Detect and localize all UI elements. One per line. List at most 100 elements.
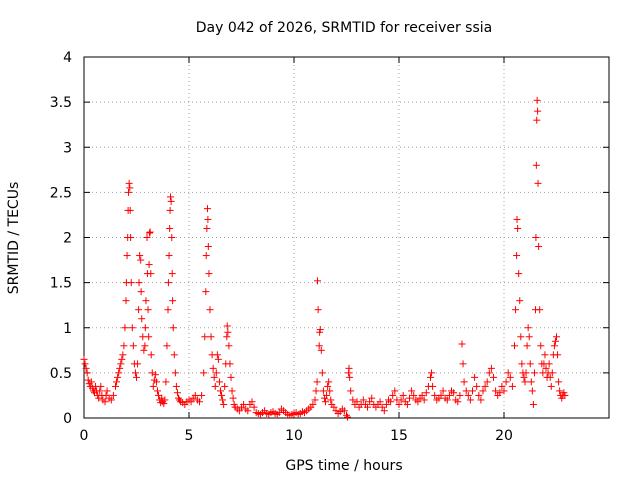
data-point xyxy=(163,342,171,350)
data-point xyxy=(529,400,537,408)
data-point xyxy=(528,387,536,395)
data-point xyxy=(215,378,223,386)
axis-ticks: 0 5 10 15 20 0 0.5 1 1.5 2 2.5 3 3.5 4 xyxy=(50,50,609,444)
data-point xyxy=(547,382,555,390)
data-point xyxy=(542,364,550,372)
data-point xyxy=(137,288,145,296)
data-point xyxy=(202,252,210,260)
data-point xyxy=(324,382,332,390)
data-point xyxy=(524,324,532,332)
data-point xyxy=(483,378,491,386)
data-point xyxy=(422,389,430,397)
data-point xyxy=(487,364,495,372)
data-point xyxy=(397,396,405,404)
data-point xyxy=(502,378,510,386)
data-point xyxy=(327,396,335,404)
data-point xyxy=(168,234,176,241)
data-point xyxy=(428,369,436,377)
data-point xyxy=(315,342,323,350)
data-point xyxy=(556,387,564,395)
data-point xyxy=(158,394,166,402)
data-point xyxy=(387,398,395,406)
data-point xyxy=(129,342,137,350)
data-point xyxy=(318,369,326,377)
data-point xyxy=(84,376,92,384)
data-point xyxy=(202,288,210,296)
data-point xyxy=(204,215,212,223)
data-point xyxy=(366,398,374,406)
data-markers xyxy=(80,96,569,421)
data-point xyxy=(172,382,180,390)
data-point xyxy=(443,396,451,404)
data-point xyxy=(312,387,320,395)
data-point xyxy=(343,411,350,419)
data-point xyxy=(311,396,319,404)
data-point xyxy=(226,360,234,368)
data-point xyxy=(221,382,229,390)
data-point xyxy=(445,391,453,399)
data-point xyxy=(535,243,543,251)
data-point xyxy=(126,184,134,192)
data-point xyxy=(523,342,531,350)
data-point xyxy=(217,387,224,395)
data-point xyxy=(530,369,538,377)
data-point xyxy=(87,378,95,386)
data-point xyxy=(475,391,483,399)
data-point xyxy=(244,407,252,415)
data-point xyxy=(403,400,411,408)
data-point xyxy=(135,306,143,314)
data-point xyxy=(534,179,542,187)
data-point xyxy=(492,387,500,395)
data-point xyxy=(144,306,152,314)
data-point xyxy=(462,387,470,395)
data-point xyxy=(545,360,553,368)
x-tick-label: 0 xyxy=(80,428,89,444)
data-point xyxy=(209,364,217,372)
data-point xyxy=(368,394,376,402)
data-point xyxy=(213,351,221,359)
data-point xyxy=(115,369,123,377)
data-point xyxy=(223,322,231,330)
data-point xyxy=(107,396,115,404)
data-point xyxy=(145,333,153,341)
y-axis-label: SRMTID / TECUs xyxy=(6,182,22,295)
data-point xyxy=(380,407,388,415)
data-point xyxy=(431,391,439,399)
data-point xyxy=(220,400,228,408)
data-point xyxy=(395,400,403,408)
data-point xyxy=(167,193,175,201)
data-point xyxy=(517,333,525,341)
data-point xyxy=(520,373,528,381)
data-point xyxy=(169,297,177,305)
y-tick-label: 2.5 xyxy=(50,185,72,201)
data-point xyxy=(521,378,529,386)
data-point xyxy=(533,96,541,104)
data-point xyxy=(427,373,434,381)
data-point xyxy=(126,206,134,214)
data-point xyxy=(250,403,258,411)
data-point xyxy=(511,342,518,350)
data-point xyxy=(406,394,413,402)
data-point xyxy=(116,364,124,372)
data-point xyxy=(235,407,243,415)
data-point xyxy=(479,387,487,395)
data-point xyxy=(513,215,521,223)
data-point xyxy=(248,398,256,406)
data-point xyxy=(223,333,231,341)
data-point xyxy=(206,306,214,314)
x-axis-label: GPS time / hours xyxy=(285,458,402,474)
data-point xyxy=(513,252,521,260)
data-point xyxy=(541,351,549,359)
data-point xyxy=(525,333,533,341)
y-tick-label: 0.5 xyxy=(50,366,72,382)
data-point xyxy=(466,396,474,404)
data-point xyxy=(135,279,143,287)
data-point xyxy=(322,398,329,406)
data-point xyxy=(408,387,416,395)
data-point xyxy=(508,382,516,390)
data-point xyxy=(164,306,172,314)
data-point xyxy=(330,403,338,411)
data-point xyxy=(168,270,176,278)
data-point xyxy=(347,387,355,395)
data-point xyxy=(456,391,464,399)
